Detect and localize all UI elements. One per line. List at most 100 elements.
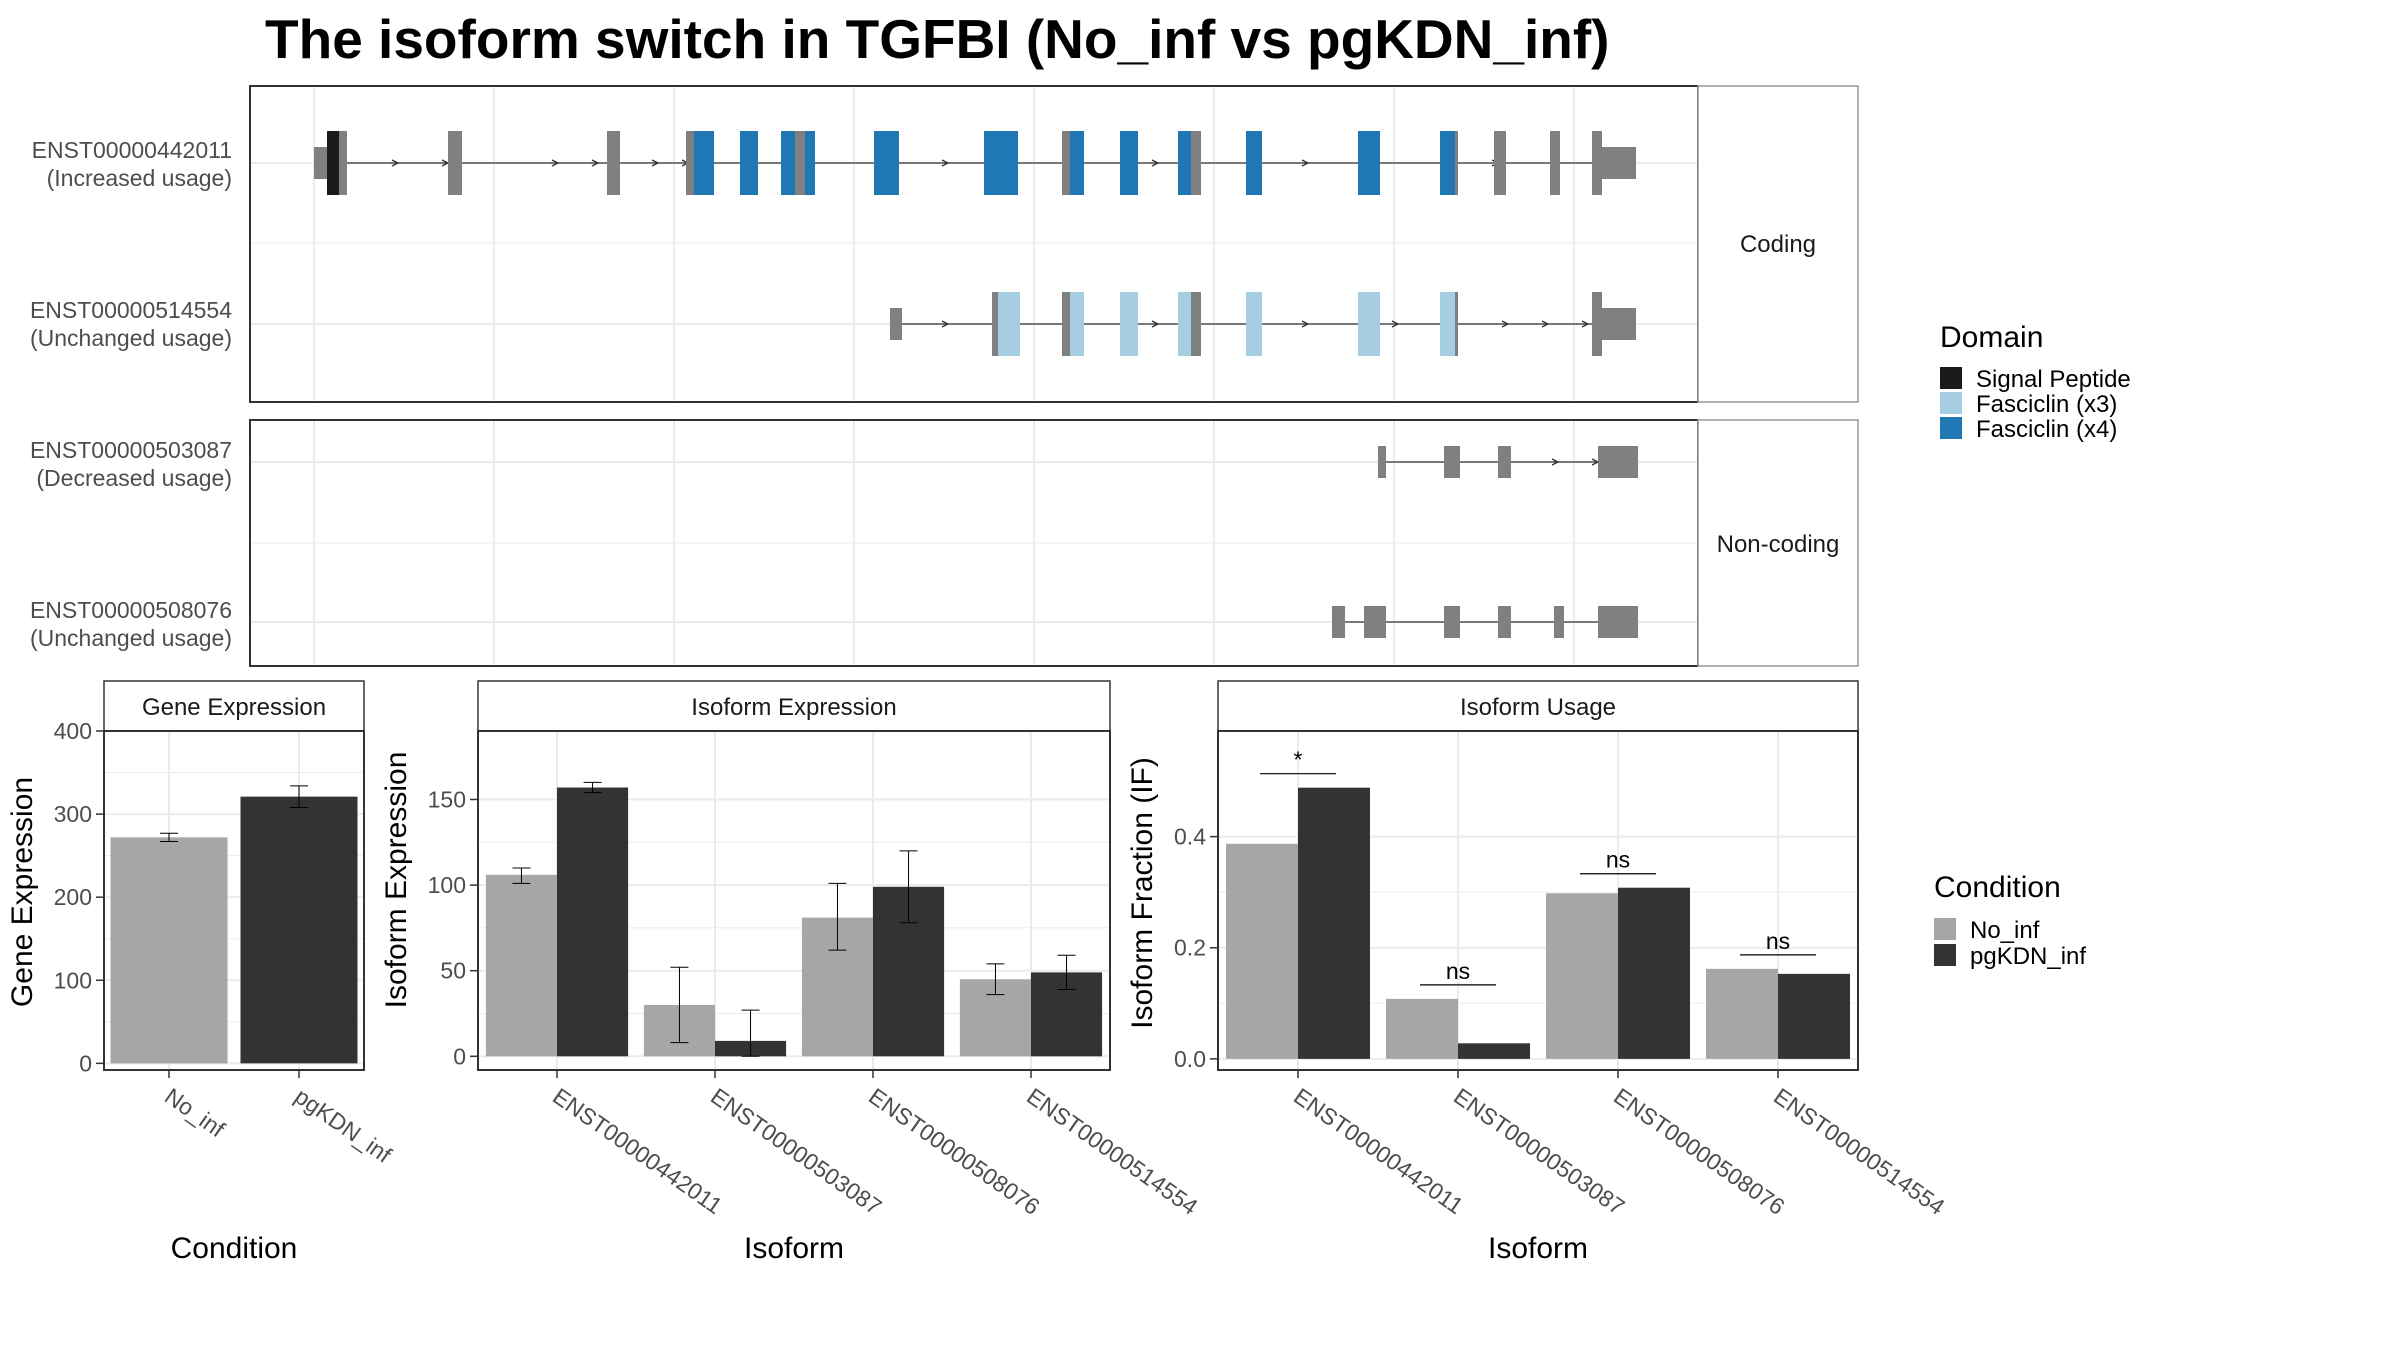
- fasciclin-x4-domain: [1358, 131, 1380, 195]
- domain-legend-title: Domain: [1940, 321, 2043, 354]
- utr-block: [1602, 147, 1636, 179]
- isoform-usage-significance-label: ns: [1446, 958, 1470, 984]
- exon-block: [1598, 606, 1638, 638]
- condition-legend-title: Condition: [1934, 871, 2061, 904]
- isoform-expression-x-title: Isoform: [744, 1232, 844, 1265]
- isoform-usage-significance-label: ns: [1606, 847, 1630, 873]
- gene-expression-y-tick-label: 0: [79, 1050, 92, 1076]
- isoform-usage-x-tick-label: ENST00000508076: [1609, 1083, 1789, 1220]
- fasciclin-x4-domain: [1246, 131, 1262, 195]
- isoform-expression-panel-title: Isoform Expression: [691, 694, 896, 721]
- strand-arrow: [941, 320, 950, 328]
- exon-block: [1592, 131, 1602, 195]
- legend-label-fasciclin-x4: Fasciclin (x4): [1976, 416, 2117, 443]
- exon-block: [1455, 131, 1458, 195]
- isoform-expression-y-title: Isoform Expression: [380, 752, 413, 1009]
- legend-swatch-no-inf: [1934, 918, 1956, 940]
- isoform-usage-strip: [1217, 680, 1859, 732]
- strand-arrow: [1391, 320, 1400, 328]
- exon-block: [795, 131, 805, 195]
- gene-expression-panel-border: [103, 730, 365, 1071]
- isoform-usage-x-tick-label: ENST00000514554: [1769, 1083, 1950, 1220]
- isoform-expression-x-tick-label: ENST00000503087: [706, 1083, 886, 1220]
- exon-block: [1550, 131, 1560, 195]
- transcript-label-enst00000514554: ENST00000514554: [30, 297, 232, 323]
- strand-arrow: [591, 159, 600, 167]
- transcript-structure-plot: Coding Non-coding ENST00000442011 (Incre…: [30, 85, 1859, 667]
- exon-block: [1592, 292, 1602, 356]
- isoform-expression-panel-border: [477, 730, 1111, 1071]
- figure-title: The isoform switch in TGFBI (No_inf vs p…: [265, 8, 1609, 70]
- exon-block: [1364, 606, 1386, 638]
- isoform-expression-y-tick-label: 50: [440, 958, 466, 984]
- isoform-expression-plot-area: ENST00000442011ENST00000503087ENST000005…: [428, 730, 1203, 1220]
- condition-legend: Condition No_inf pgKDN_inf: [1934, 871, 2086, 970]
- strand-arrow: [1541, 320, 1550, 328]
- utr-block: [1602, 308, 1636, 340]
- isoform-expression-bar-no-inf: [485, 874, 557, 1057]
- isoform-usage-x-title: Isoform: [1488, 1232, 1588, 1265]
- transcript-note-enst00000442011: (Increased usage): [47, 165, 232, 191]
- fasciclin-x4-domain: [694, 131, 714, 195]
- structure-marks: [314, 131, 1638, 638]
- fasciclin-x4-domain: [1178, 131, 1191, 195]
- gene-expression-x-tick-label: No_inf: [160, 1083, 230, 1143]
- legend-label-pgkdn-inf: pgKDN_inf: [1970, 943, 2086, 970]
- exon-block: [1062, 131, 1070, 195]
- isoform-usage-y-title: Isoform Fraction (IF): [1126, 757, 1159, 1029]
- strand-arrow: [941, 159, 950, 167]
- fasciclin-x3-domain: [1178, 292, 1191, 356]
- utr-block: [890, 308, 902, 340]
- exon-block: [1498, 606, 1511, 638]
- transcript-label-enst00000503087: ENST00000503087: [30, 437, 232, 463]
- gene-expression-bar: [110, 837, 228, 1064]
- fasciclin-x4-domain: [1070, 131, 1084, 195]
- exon-block: [686, 131, 694, 195]
- exon-block: [1378, 446, 1386, 478]
- exon-block: [1191, 131, 1201, 195]
- exon-block: [1598, 446, 1638, 478]
- isoform-usage-significance-label: *: [1294, 747, 1303, 773]
- isoform-usage-bar-pgkdn-inf: [1458, 1043, 1530, 1059]
- strand-arrow: [1151, 159, 1160, 167]
- isoform-expression-chart: Isoform Expression ENST00000442011ENST00…: [380, 680, 1203, 1265]
- legend-swatch-fasciclin-x3: [1940, 392, 1962, 414]
- exon-block: [992, 292, 998, 356]
- gene-expression-bar: [240, 796, 358, 1064]
- strand-arrow: [551, 159, 560, 167]
- isoform-usage-y-tick-label: 0.4: [1174, 824, 1206, 850]
- isoform-usage-y-tick-label: 0.2: [1174, 935, 1206, 961]
- noncoding-facet-label: Non-coding: [1717, 531, 1840, 558]
- fasciclin-x3-domain: [998, 292, 1020, 356]
- legend-swatch-signal-peptide: [1940, 367, 1962, 389]
- gene-expression-y-tick-label: 400: [54, 718, 92, 744]
- isoform-usage-bar-pgkdn-inf: [1298, 787, 1370, 1059]
- exon-block: [1444, 446, 1460, 478]
- fasciclin-x4-domain: [874, 131, 899, 195]
- gene-expression-plot-area: No_inf pgKDN_inf 0 100 200 300 400: [54, 718, 397, 1168]
- transcript-label-enst00000508076: ENST00000508076: [30, 597, 232, 623]
- transcript-note-enst00000514554: (Unchanged usage): [30, 325, 232, 351]
- isoform-usage-x-tick-label: ENST00000442011: [1289, 1083, 1468, 1219]
- gene-expression-y-tick-label: 200: [54, 884, 92, 910]
- strand-arrow: [1151, 320, 1160, 328]
- gene-expression-y-tick-label: 300: [54, 801, 92, 827]
- isoform-usage-bar-pgkdn-inf: [1618, 887, 1690, 1059]
- exon-block: [1332, 606, 1345, 638]
- fasciclin-x4-domain: [1440, 131, 1455, 195]
- exon-block: [1554, 606, 1564, 638]
- isoform-expression-y-tick-label: 100: [428, 872, 466, 898]
- transcript-label-enst00000442011: ENST00000442011: [32, 137, 232, 163]
- legend-label-no-inf: No_inf: [1970, 917, 2040, 944]
- fasciclin-x4-domain: [1014, 131, 1018, 195]
- transcript-note-enst00000508076: (Unchanged usage): [30, 625, 232, 651]
- gene-expression-x-title: Condition: [171, 1232, 298, 1265]
- isoform-usage-panel-title: Isoform Usage: [1460, 694, 1616, 721]
- exon-block: [1455, 292, 1458, 356]
- isoform-usage-bar-pgkdn-inf: [1778, 973, 1850, 1059]
- gene-expression-y-title: Gene Expression: [6, 777, 39, 1007]
- strand-arrow: [1551, 458, 1560, 466]
- strand-arrow: [1501, 320, 1510, 328]
- isoform-usage-y-tick-label: 0.0: [1174, 1046, 1206, 1072]
